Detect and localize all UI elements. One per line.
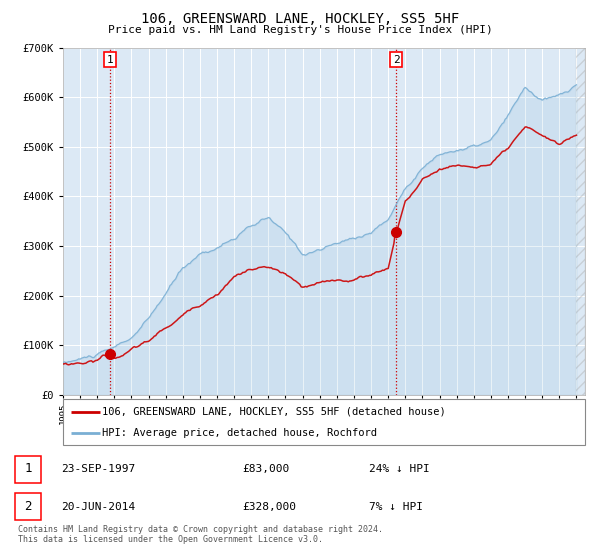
Text: 20-JUN-2014: 20-JUN-2014 [61,502,135,511]
FancyBboxPatch shape [15,493,41,520]
Text: 2: 2 [393,54,400,64]
Text: £83,000: £83,000 [242,464,290,474]
Text: 1: 1 [106,54,113,64]
Text: 23-SEP-1997: 23-SEP-1997 [61,464,135,474]
FancyBboxPatch shape [63,399,585,445]
Text: HPI: Average price, detached house, Rochford: HPI: Average price, detached house, Roch… [102,428,377,438]
Text: Contains HM Land Registry data © Crown copyright and database right 2024.
This d: Contains HM Land Registry data © Crown c… [18,525,383,544]
Text: 1: 1 [24,463,32,475]
Text: 106, GREENSWARD LANE, HOCKLEY, SS5 5HF (detached house): 106, GREENSWARD LANE, HOCKLEY, SS5 5HF (… [102,407,446,417]
Text: 2: 2 [24,500,32,513]
FancyBboxPatch shape [15,456,41,483]
Text: 7% ↓ HPI: 7% ↓ HPI [369,502,423,511]
Text: 106, GREENSWARD LANE, HOCKLEY, SS5 5HF: 106, GREENSWARD LANE, HOCKLEY, SS5 5HF [141,12,459,26]
Text: Price paid vs. HM Land Registry's House Price Index (HPI): Price paid vs. HM Land Registry's House … [107,25,493,35]
Text: £328,000: £328,000 [242,502,296,511]
Text: 24% ↓ HPI: 24% ↓ HPI [369,464,430,474]
